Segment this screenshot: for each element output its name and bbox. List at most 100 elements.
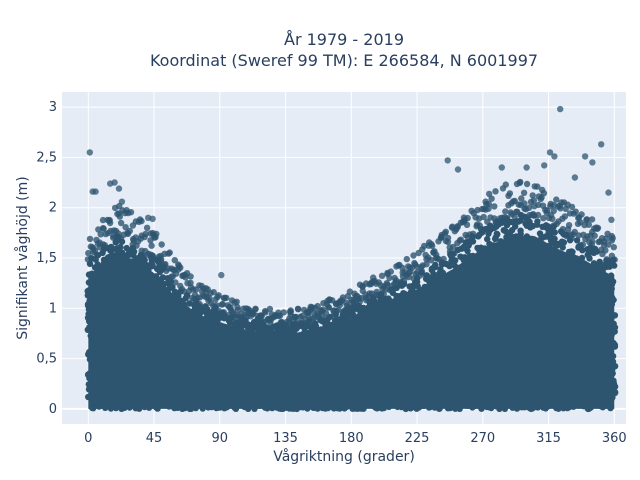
data-point [539, 273, 546, 280]
data-point [495, 271, 503, 278]
data-point [154, 405, 161, 412]
data-point [93, 358, 100, 365]
data-point [160, 335, 167, 342]
data-point [157, 255, 165, 263]
data-point [532, 387, 539, 394]
data-point [463, 302, 471, 309]
data-point [116, 213, 124, 220]
data-point [519, 304, 526, 311]
data-point [284, 371, 291, 378]
data-point [121, 286, 128, 293]
data-point [444, 238, 452, 246]
data-point [311, 339, 318, 346]
data-point [155, 287, 163, 294]
data-point [135, 292, 142, 299]
data-point [88, 270, 96, 277]
data-point [428, 241, 435, 248]
data-point [466, 366, 473, 373]
data-point [88, 383, 96, 390]
data-point [536, 279, 544, 286]
data-point [161, 376, 168, 383]
data-point [127, 209, 135, 216]
data-point [426, 313, 434, 320]
data-point [454, 385, 461, 392]
data-point [481, 331, 488, 338]
data-point [479, 365, 487, 372]
data-point [124, 296, 131, 303]
data-point [278, 367, 285, 374]
data-point [159, 274, 167, 281]
data-point [96, 263, 103, 271]
chart-title-line2: Koordinat (Sweref 99 TM): E 266584, N 60… [150, 51, 538, 70]
data-point [114, 337, 122, 345]
data-point [523, 372, 530, 379]
data-point [96, 382, 104, 389]
data-point [163, 290, 171, 298]
data-point [156, 344, 163, 351]
data-point [245, 349, 252, 356]
data-point [86, 235, 94, 243]
data-point [265, 367, 272, 374]
data-point [436, 405, 443, 412]
data-point [365, 318, 372, 326]
data-point [482, 270, 489, 277]
data-point [466, 374, 474, 381]
data-point [287, 308, 294, 316]
data-point [90, 308, 97, 315]
data-point [134, 308, 142, 315]
data-point [292, 313, 300, 321]
data-point [90, 405, 97, 412]
data-point [474, 297, 481, 304]
data-point [400, 337, 407, 344]
data-point [523, 180, 531, 188]
data-point [475, 395, 483, 402]
data-point [502, 181, 509, 188]
data-point [145, 314, 153, 321]
data-point [376, 310, 383, 318]
data-point [544, 304, 551, 311]
data-point [182, 295, 189, 302]
data-point [93, 269, 100, 277]
data-point [493, 230, 500, 237]
data-point [149, 262, 156, 269]
data-point [179, 332, 186, 339]
data-point [497, 240, 505, 247]
data-point [464, 214, 471, 222]
data-point [533, 221, 541, 228]
data-point [384, 379, 391, 387]
data-point [257, 336, 265, 344]
data-point [537, 195, 544, 203]
data-point [442, 228, 449, 235]
data-point [488, 195, 495, 202]
data-point [175, 293, 182, 300]
data-point [95, 226, 102, 233]
data-point [122, 397, 130, 404]
data-point [127, 367, 134, 375]
data-point [219, 301, 226, 308]
data-point [206, 335, 213, 343]
data-point [237, 330, 244, 338]
data-point [485, 246, 493, 254]
data-point [266, 305, 274, 313]
data-point [176, 325, 183, 333]
data-point [525, 305, 533, 312]
data-point [512, 387, 519, 394]
data-point [529, 237, 537, 244]
data-point [100, 341, 107, 348]
data-point [168, 321, 175, 329]
data-point [569, 248, 576, 256]
data-point [107, 351, 115, 358]
data-point [248, 310, 256, 318]
data-point [233, 373, 241, 380]
data-point [128, 279, 135, 286]
data-point [518, 267, 525, 274]
data-point [137, 284, 144, 291]
data-point [479, 281, 486, 289]
data-point [468, 237, 476, 244]
chart-title-line1: År 1979 - 2019 [284, 30, 404, 49]
data-point [373, 349, 380, 356]
data-point [97, 231, 104, 238]
data-point [540, 190, 548, 197]
data-point [140, 397, 147, 404]
data-point [221, 315, 228, 322]
